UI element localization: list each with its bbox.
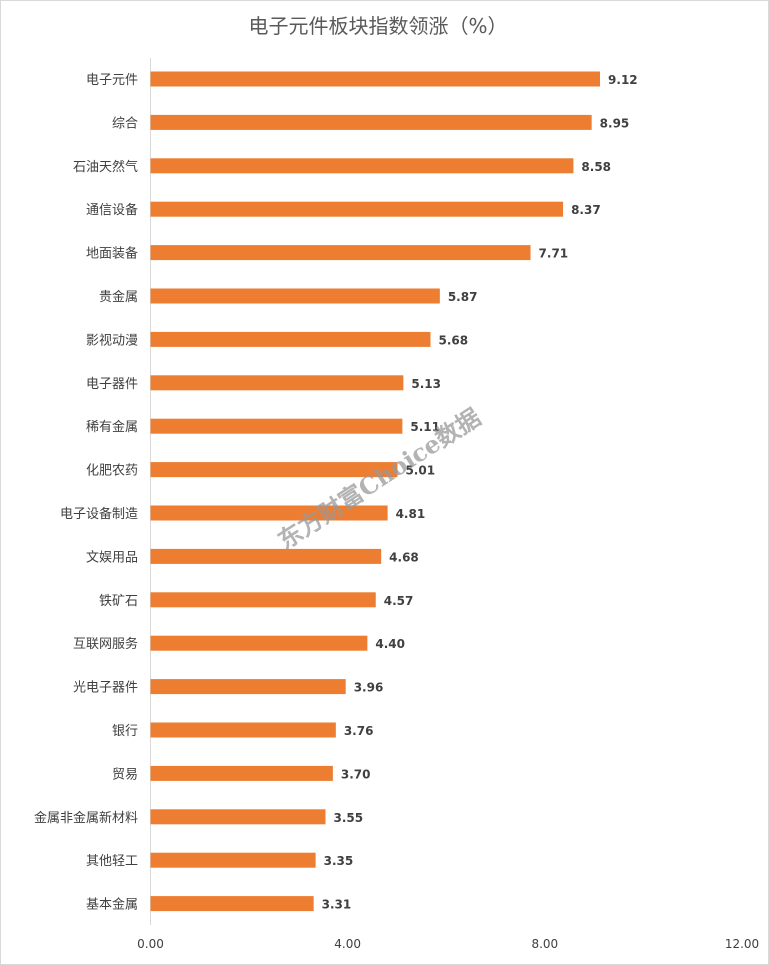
category-label: 地面装备 — [86, 246, 138, 262]
value-label: 9.12 — [608, 73, 638, 87]
value-label: 8.58 — [581, 160, 611, 174]
bar — [150, 375, 404, 391]
category-label: 贵金属 — [99, 289, 138, 305]
bar — [150, 158, 574, 174]
bar — [150, 71, 601, 87]
category-label: 基本金属 — [86, 897, 138, 913]
x-tick-label: 0.00 — [137, 937, 164, 951]
value-label: 5.13 — [411, 377, 441, 391]
value-label: 5.68 — [438, 333, 468, 347]
category-label: 电子器件 — [86, 377, 138, 392]
value-label: 7.71 — [539, 247, 569, 261]
bar — [150, 809, 326, 825]
x-tick-label: 12.00 — [725, 937, 759, 951]
bar — [150, 592, 376, 608]
bars-group — [150, 71, 601, 912]
x-axis-tick-labels: 0.00 4.00 8.00 12.00 — [137, 937, 759, 951]
bar — [150, 201, 564, 217]
value-label: 4.57 — [384, 594, 414, 608]
category-label: 光电子器件 — [73, 681, 138, 696]
category-label: 金属非金属新材料 — [34, 810, 138, 826]
bar — [150, 288, 440, 304]
x-tick-label: 8.00 — [531, 937, 558, 951]
value-label: 5.01 — [405, 464, 435, 478]
category-label: 影视动漫 — [86, 333, 138, 348]
bar — [150, 679, 346, 695]
category-label: 文娱用品 — [86, 550, 138, 565]
bar — [150, 418, 403, 434]
category-label: 互联网服务 — [73, 636, 138, 652]
bar — [150, 114, 592, 130]
chart-title: 电子元件板块指数领涨（%） — [248, 14, 507, 38]
category-labels: 电子元件综合石油天然气通信设备地面装备贵金属影视动漫电子器件稀有金属化肥农药电子… — [34, 73, 138, 913]
bar — [150, 245, 531, 261]
value-label: 5.87 — [448, 290, 478, 304]
category-label: 电子设备制造 — [60, 506, 138, 522]
category-label: 石油天然气 — [73, 159, 138, 175]
value-label: 4.68 — [389, 550, 419, 564]
value-label: 8.37 — [571, 203, 601, 217]
bar — [150, 548, 382, 564]
value-labels: 9.12 8.95 8.58 8.37 7.71 5.87 5.68 5.13 5.11 5.01… — [322, 73, 638, 912]
bar — [150, 331, 431, 347]
value-label: 3.35 — [324, 854, 354, 868]
category-label: 其他轻工 — [86, 854, 138, 869]
category-label: 银行 — [112, 724, 138, 739]
value-label: 8.95 — [600, 116, 630, 130]
value-label: 5.11 — [410, 420, 440, 434]
category-label: 铁矿石 — [99, 594, 138, 609]
value-label: 3.70 — [341, 767, 371, 781]
category-label: 电子元件 — [86, 73, 138, 88]
bar — [150, 852, 316, 868]
value-label: 3.31 — [322, 898, 352, 912]
value-label: 3.96 — [354, 681, 384, 695]
value-label: 4.40 — [375, 637, 405, 651]
x-tick-label: 4.00 — [334, 937, 361, 951]
value-label: 4.81 — [396, 507, 426, 521]
value-label: 3.55 — [333, 811, 363, 825]
bar — [150, 635, 368, 651]
value-label: 3.76 — [344, 724, 374, 738]
bar — [150, 505, 388, 521]
category-label: 贸易 — [112, 767, 138, 782]
category-label: 化肥农药 — [86, 464, 138, 479]
bar — [150, 765, 333, 781]
bar — [150, 722, 336, 738]
bar — [150, 896, 314, 912]
category-label: 综合 — [112, 116, 138, 131]
category-label: 稀有金属 — [86, 419, 138, 435]
category-label: 通信设备 — [86, 202, 138, 218]
bar — [150, 462, 398, 478]
